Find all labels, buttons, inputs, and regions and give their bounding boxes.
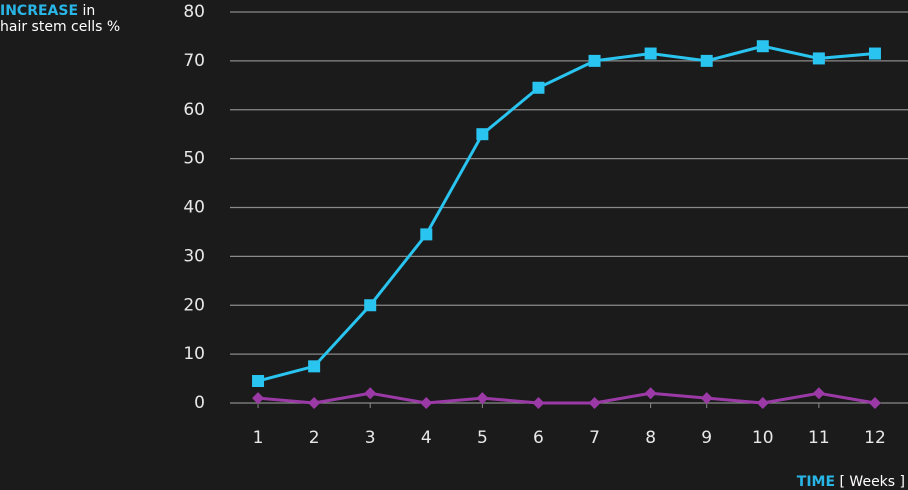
title: INCREASE in [0, 3, 95, 19]
y-tick-label: 80 [183, 2, 205, 22]
y-tick-label: 70 [183, 51, 205, 71]
point [588, 54, 601, 67]
point [476, 392, 489, 405]
point [420, 397, 433, 409]
title-highlight: INCREASE [0, 3, 78, 19]
x-tick-label: 10 [752, 428, 774, 448]
point [700, 392, 713, 405]
x-tick-label: 2 [309, 428, 320, 448]
series-line [257, 391, 876, 405]
point [476, 128, 489, 141]
point [868, 47, 881, 60]
x-tick-label: 6 [533, 428, 544, 448]
point [252, 375, 265, 388]
x-tick-label: 9 [701, 428, 712, 448]
point [700, 54, 713, 67]
point [756, 40, 769, 53]
point [364, 387, 377, 400]
x-tick-label: 7 [589, 428, 600, 448]
point [420, 228, 433, 241]
x-tick-label: 8 [645, 428, 656, 448]
title-line2: hair stem cells % [0, 19, 120, 35]
point [868, 397, 881, 409]
point [364, 299, 377, 312]
x-tick-label: 11 [808, 428, 830, 448]
x-tick-label: 5 [477, 428, 488, 448]
point [756, 397, 769, 409]
point [588, 397, 601, 409]
y-tick-label: 60 [183, 100, 205, 120]
point [812, 387, 825, 400]
y-tick-label: 20 [183, 295, 205, 315]
point [532, 81, 545, 94]
point [644, 47, 657, 60]
x-axis-label: TIME [ Weeks ] [797, 474, 905, 490]
y-tick-label: 50 [183, 149, 205, 169]
point [308, 360, 321, 373]
x-tick-label: 3 [365, 428, 376, 448]
x-tick-label: 12 [864, 428, 886, 448]
point [532, 397, 545, 409]
title-rest: in [82, 3, 95, 19]
series-line [257, 44, 876, 383]
x-tick-label: 1 [253, 428, 264, 448]
y-tick-label: 40 [183, 198, 205, 218]
point [252, 392, 265, 405]
x-label-rest: [ Weeks ] [840, 474, 905, 490]
x-label-highlight: TIME [797, 474, 835, 490]
point [644, 387, 657, 400]
point [812, 52, 825, 65]
y-tick-label: 30 [183, 246, 205, 266]
y-tick-label: 10 [183, 344, 205, 364]
y-tick-label: 0 [194, 393, 205, 413]
x-tick-label: 4 [421, 428, 432, 448]
point [308, 397, 321, 409]
